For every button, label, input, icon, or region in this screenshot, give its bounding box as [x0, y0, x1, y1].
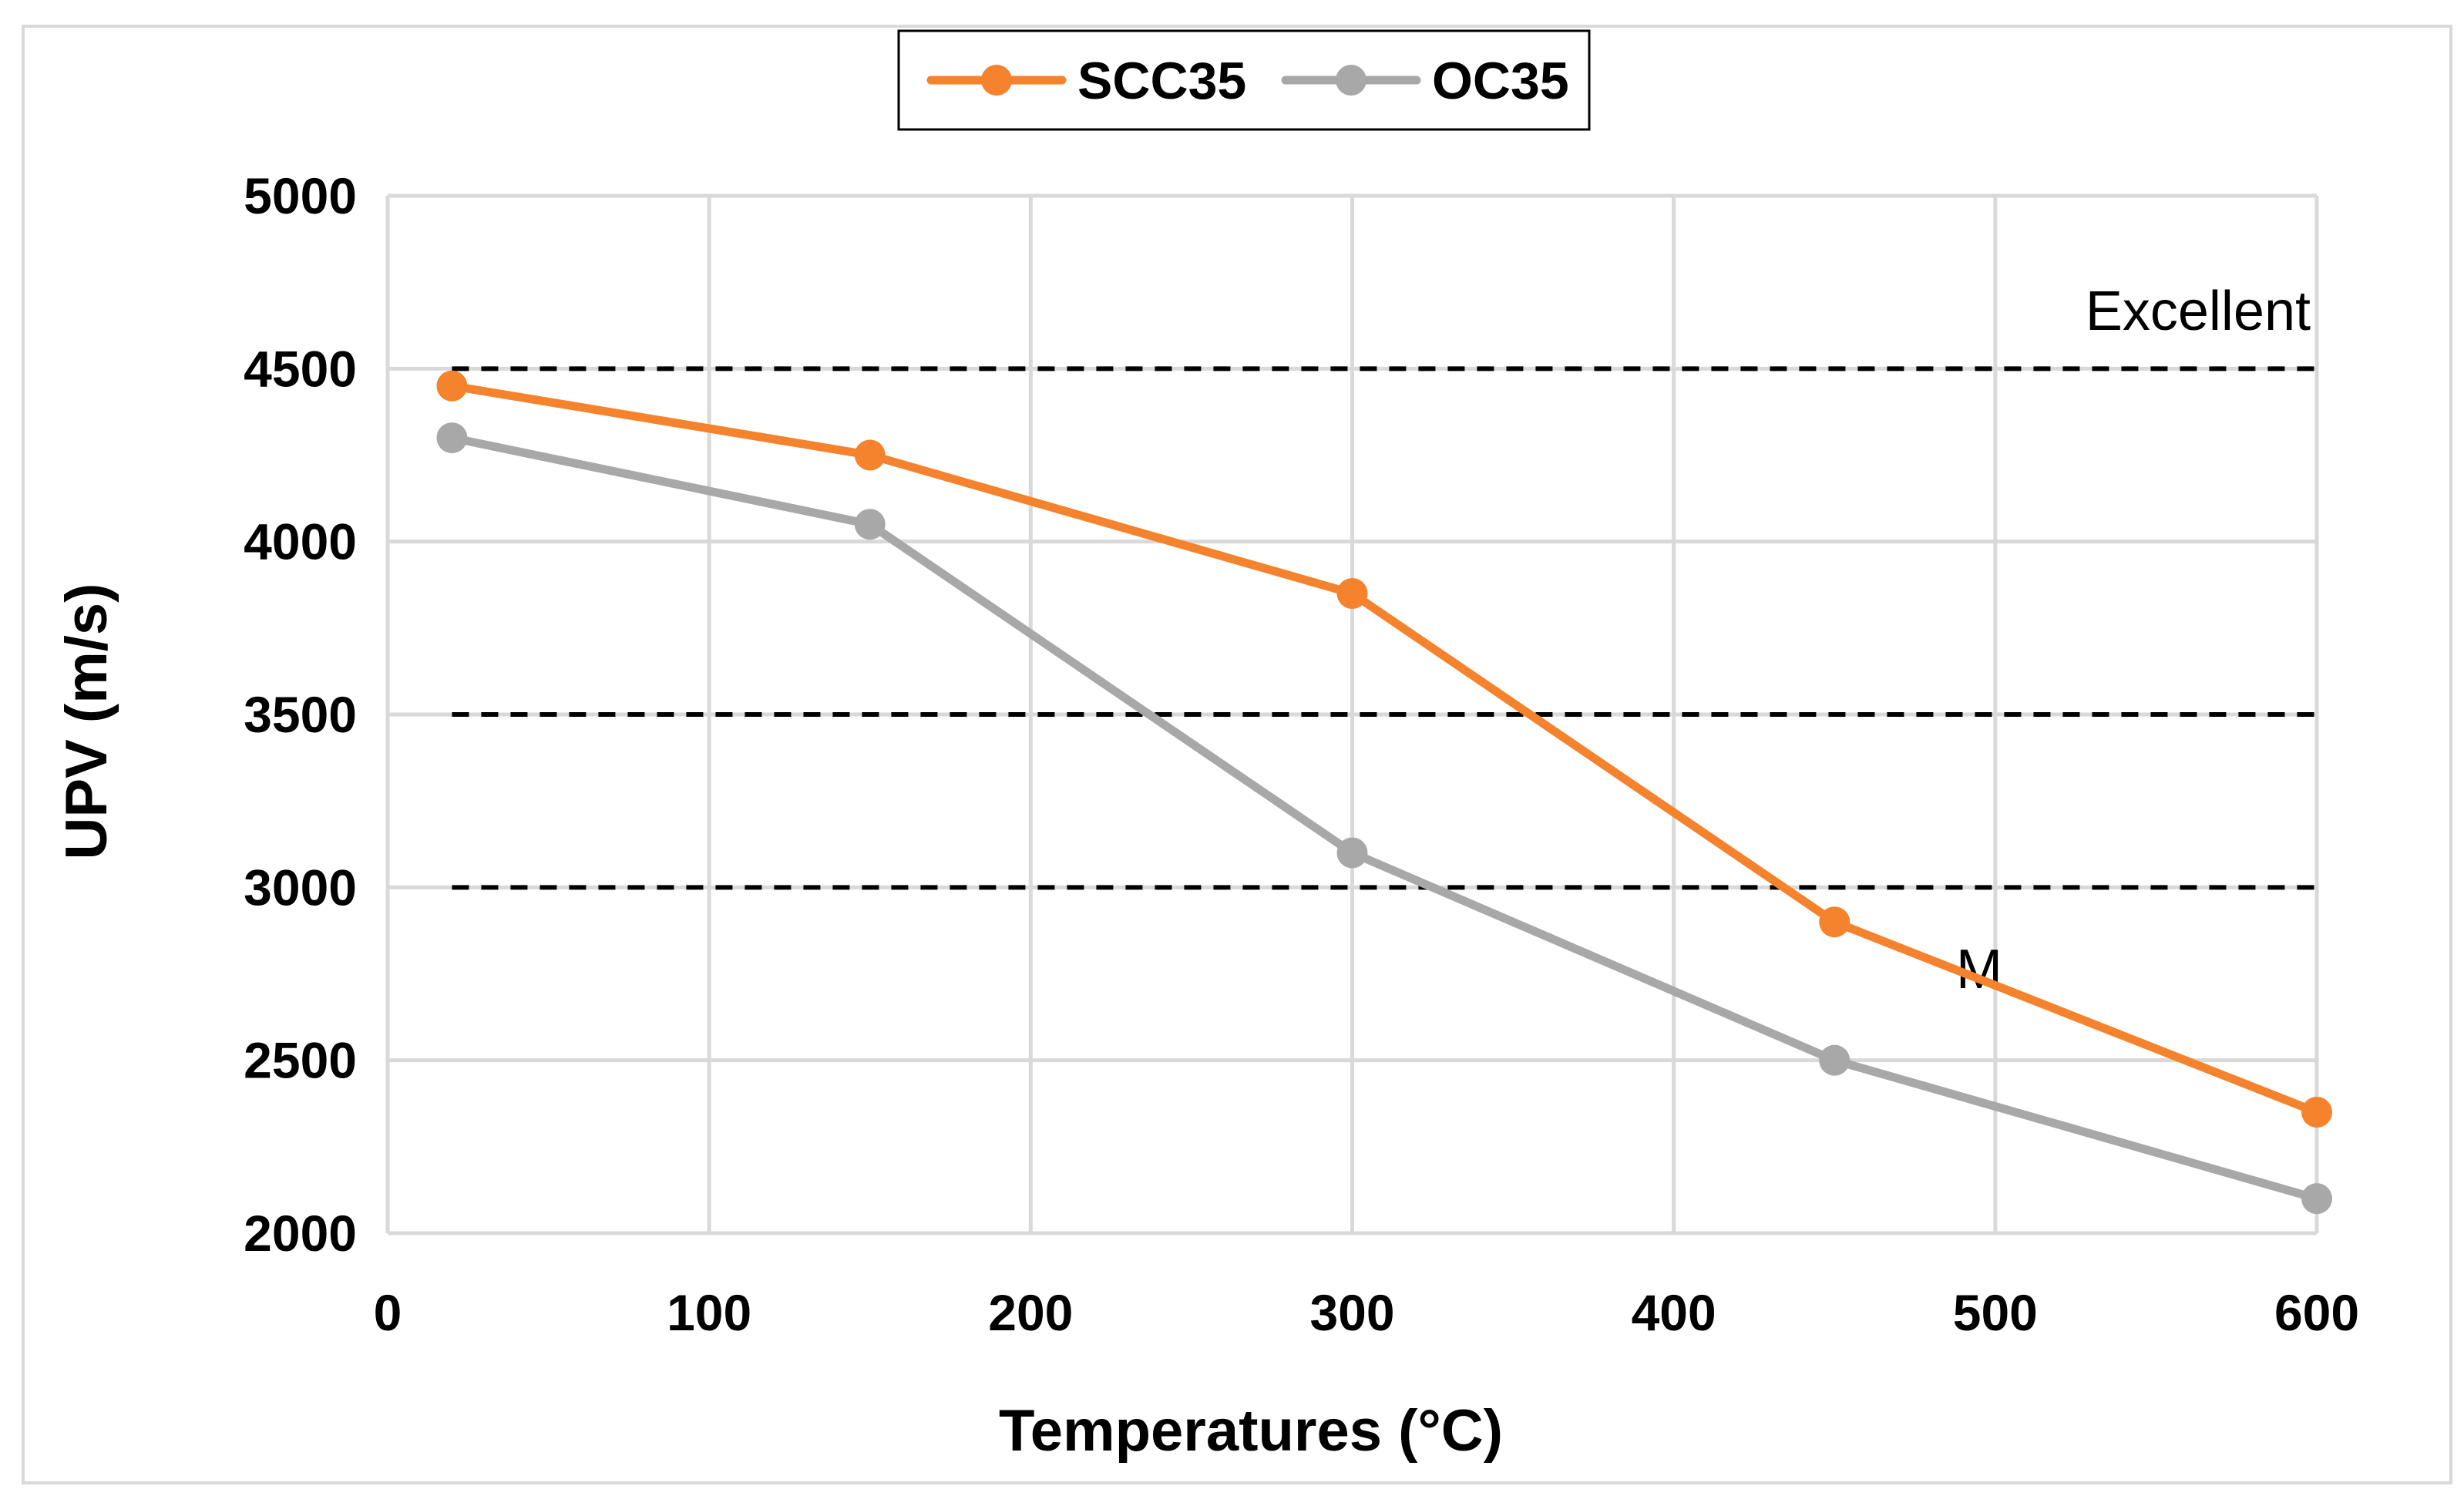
x-tick-label: 400 [1632, 1284, 1716, 1341]
data-point-oc35[interactable] [1819, 1044, 1851, 1076]
y-axis-title: UPV (m/s) [54, 583, 119, 860]
data-point-oc35[interactable] [436, 422, 468, 454]
legend[interactable]: SCC35 OC35 [897, 29, 1591, 131]
legend-entry-oc35[interactable]: OC35 [1281, 52, 1569, 110]
y-tick-label: 5000 [244, 167, 357, 224]
series-scc35 [436, 370, 2332, 1128]
data-point-scc35[interactable] [436, 370, 468, 402]
data-point-scc35[interactable] [2301, 1096, 2332, 1128]
series-layer [436, 370, 2332, 1215]
legend-label-oc35: OC35 [1432, 52, 1569, 110]
data-point-oc35[interactable] [2301, 1183, 2332, 1215]
y-tick-label: 4000 [244, 513, 357, 570]
data-point-scc35[interactable] [854, 439, 886, 471]
series-oc35 [436, 422, 2332, 1215]
reference-lines-layer [452, 366, 2317, 890]
data-point-oc35[interactable] [854, 509, 886, 540]
y-tick-label: 2500 [244, 1032, 357, 1089]
legend-marker-oc35 [1336, 65, 1366, 96]
legend-label-scc35: SCC35 [1077, 52, 1246, 110]
data-point-oc35[interactable] [1336, 837, 1368, 869]
x-tick-label: 500 [1953, 1284, 2038, 1341]
annotation-excellent: Excellent [2086, 281, 2311, 342]
x-tick-label: 0 [374, 1284, 402, 1341]
x-tick-label: 600 [2274, 1284, 2359, 1341]
data-point-scc35[interactable] [1819, 906, 1851, 938]
data-point-scc35[interactable] [1336, 577, 1368, 609]
y-tick-label: 3000 [244, 859, 357, 916]
chart-border [22, 25, 2452, 1484]
x-tick-label: 200 [988, 1284, 1073, 1341]
x-tick-label: 100 [667, 1284, 751, 1341]
y-tick-label: 3500 [244, 686, 357, 743]
x-tick-label: 300 [1309, 1284, 1394, 1341]
legend-entries: SCC35 OC35 [926, 52, 1569, 110]
legend-entry-scc35[interactable]: SCC35 [926, 52, 1246, 110]
legend-marker-scc35 [981, 65, 1012, 96]
x-axis-title: Temperatures (°C) [999, 1398, 1503, 1464]
y-tick-label: 4500 [244, 340, 357, 397]
y-tick-label: 2000 [244, 1205, 357, 1262]
tick-labels-layer: 2000 2500 3000 3500 4000 4500 5000 0 100 200 300 40… [244, 167, 2359, 1341]
grid-layer [385, 193, 2319, 1235]
